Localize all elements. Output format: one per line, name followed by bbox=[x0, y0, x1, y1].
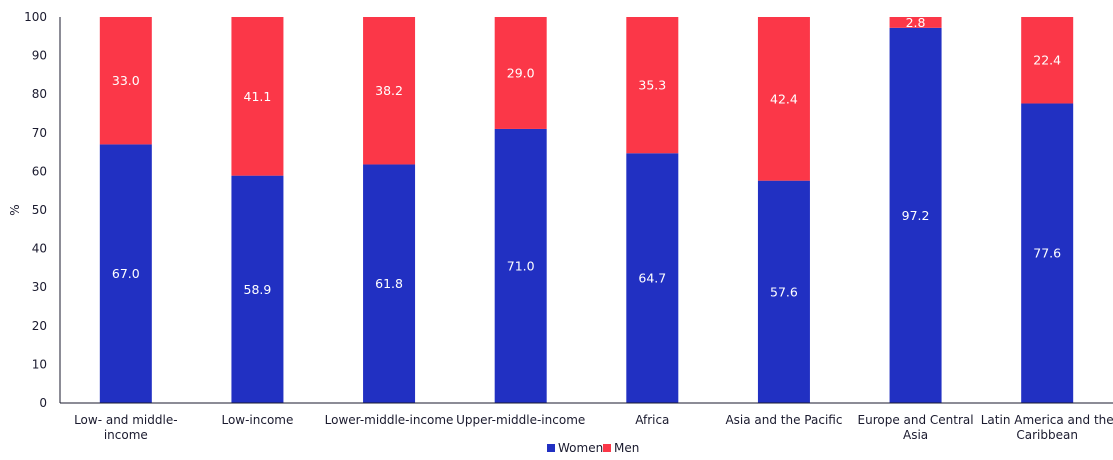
data-label-women-2: 61.8 bbox=[375, 276, 403, 291]
data-label-women-4: 64.7 bbox=[638, 271, 666, 286]
x-category-label: Europe and Central bbox=[858, 413, 974, 427]
x-category-label: income bbox=[104, 428, 148, 442]
data-label-men-6: 2.8 bbox=[906, 15, 926, 30]
x-category-label: Upper-middle-income bbox=[456, 413, 585, 427]
data-label-women-6: 97.2 bbox=[902, 208, 930, 223]
x-category-label: Asia bbox=[903, 428, 928, 442]
bar-men-6 bbox=[889, 17, 942, 28]
y-tick-label: 30 bbox=[32, 280, 47, 294]
data-label-women-1: 58.9 bbox=[244, 282, 272, 297]
bar-women-7 bbox=[1021, 103, 1074, 404]
legend-swatch-men bbox=[603, 444, 611, 452]
y-tick-label: 80 bbox=[32, 87, 47, 101]
bar-women-1 bbox=[231, 175, 284, 403]
bar-women-6 bbox=[889, 27, 942, 403]
legend-label-women: Women bbox=[558, 441, 603, 455]
bars: 67.0 33.0 58.9 41.1 61.8 38.2 71.0 29.0 64.7 35.3… bbox=[99, 15, 1074, 404]
x-category-label: Latin America and the bbox=[981, 413, 1113, 427]
data-label-women-5: 57.6 bbox=[770, 284, 798, 299]
legend-swatch-women bbox=[547, 444, 555, 452]
bar-men-1 bbox=[231, 17, 284, 176]
bar-men-5 bbox=[757, 17, 810, 181]
y-tick-label: 90 bbox=[32, 49, 47, 63]
y-axis: 0 10 20 30 40 50 60 70 80 90 100% bbox=[8, 10, 61, 410]
x-category-label: Africa bbox=[635, 413, 669, 427]
x-category-label: Asia and the Pacific bbox=[725, 413, 842, 427]
y-tick-label: 100 bbox=[24, 10, 47, 24]
bar-women-4 bbox=[626, 153, 679, 403]
bar-men-4 bbox=[626, 17, 679, 154]
x-category-label: Lower-middle-income bbox=[325, 413, 454, 427]
bar-women-0 bbox=[99, 144, 152, 403]
y-axis-title: % bbox=[8, 204, 22, 215]
legend-label-men: Men bbox=[614, 441, 639, 455]
data-label-men-7: 22.4 bbox=[1033, 53, 1061, 68]
y-tick-label: 0 bbox=[39, 396, 47, 410]
data-label-men-1: 41.1 bbox=[244, 89, 272, 104]
y-tick-label: 40 bbox=[32, 242, 47, 256]
bar-men-0 bbox=[99, 17, 152, 145]
bar-women-5 bbox=[757, 180, 810, 403]
bar-women-3 bbox=[494, 128, 547, 403]
legend: Women Men bbox=[547, 441, 639, 455]
x-axis: Low- and middle-income Low-income Lower-mi… bbox=[60, 402, 1113, 442]
y-tick-label: 20 bbox=[32, 319, 47, 333]
bar-men-7 bbox=[1021, 17, 1074, 104]
data-label-men-4: 35.3 bbox=[638, 78, 666, 93]
y-tick-label: 50 bbox=[32, 203, 47, 217]
x-category-label: Caribbean bbox=[1016, 428, 1078, 442]
y-tick-label: 60 bbox=[32, 164, 47, 178]
data-label-men-3: 29.0 bbox=[507, 65, 535, 80]
data-label-women-0: 67.0 bbox=[112, 266, 140, 281]
y-tick-label: 70 bbox=[32, 126, 47, 140]
x-category-label: Low-income bbox=[221, 413, 293, 427]
data-label-men-2: 38.2 bbox=[375, 83, 403, 98]
data-label-women-7: 77.6 bbox=[1033, 246, 1061, 261]
data-label-men-5: 42.4 bbox=[770, 91, 798, 106]
data-label-men-0: 33.0 bbox=[112, 73, 140, 88]
y-tick-label: 10 bbox=[32, 357, 47, 371]
data-label-women-3: 71.0 bbox=[507, 258, 535, 273]
bar-women-2 bbox=[363, 164, 416, 403]
x-category-label: Low- and middle- bbox=[74, 413, 177, 427]
bar-men-3 bbox=[494, 17, 547, 129]
bar-men-2 bbox=[363, 17, 416, 165]
